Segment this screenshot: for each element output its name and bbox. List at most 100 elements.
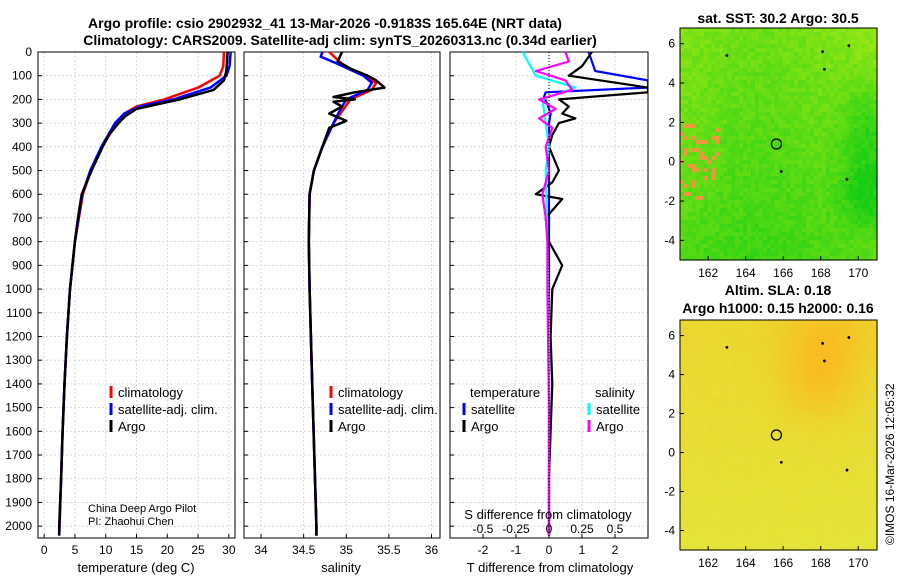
heatmap-cell [786, 355, 791, 361]
heatmap-cell [695, 156, 701, 161]
heatmap-cell [739, 240, 744, 245]
heatmap-cell [790, 44, 795, 49]
heatmap-cell [754, 140, 760, 145]
heatmap-cell [849, 327, 854, 333]
heatmap-cell [687, 399, 693, 404]
heatmap-cell [727, 44, 732, 49]
heatmap-cell [758, 100, 764, 105]
heatmap-cell [699, 347, 705, 353]
heatmap-cell [833, 327, 839, 333]
heatmap-cell [680, 136, 685, 141]
heatmap-cell [680, 427, 685, 432]
heatmap-cell [715, 96, 720, 101]
heatmap-cell [743, 355, 748, 361]
heatmap-cell [869, 68, 874, 73]
heatmap-cell [829, 220, 835, 225]
heatmap-cell [798, 327, 803, 333]
heatmap-cell [802, 132, 807, 137]
heatmap-cell [817, 128, 823, 133]
heatmap-cell [806, 458, 811, 464]
heatmap-cell [750, 96, 756, 101]
heatmap-cell [802, 347, 807, 353]
heatmap-cell [821, 180, 827, 185]
heatmap-cell [790, 450, 795, 456]
heatmap-cell [699, 391, 705, 396]
heatmap-cell [680, 415, 685, 420]
heatmap-cell [865, 244, 870, 249]
heatmap-cell [833, 391, 839, 396]
heatmap-cell [743, 363, 748, 369]
heatmap-cell [806, 438, 811, 444]
heatmap-cell [837, 351, 843, 357]
heatmap-cell [762, 80, 768, 85]
heatmap-cell [695, 442, 701, 448]
heatmap-cell [853, 36, 858, 41]
heatmap-cell [707, 379, 713, 385]
heatmap-cell [723, 347, 728, 353]
heatmap-cell [802, 442, 807, 448]
heatmap-cell [861, 160, 866, 165]
heatmap-cell [731, 395, 736, 400]
heatmap-cell [703, 359, 709, 365]
heatmap-cell [841, 112, 847, 117]
title-line2: Climatology: CARS2009. Satellite-adj cli… [83, 32, 597, 48]
heatmap-cell [833, 60, 839, 65]
heatmap-cell [711, 108, 717, 113]
heatmap-cell [774, 395, 780, 400]
heatmap-cell [691, 395, 697, 400]
heatmap-cell [821, 76, 827, 81]
heatmap-cell [861, 395, 866, 400]
heatmap-cell [746, 200, 752, 205]
heatmap-cell [680, 116, 685, 121]
heatmap-cell [735, 76, 740, 81]
heatmap-cell [758, 256, 764, 261]
heatmap-cell [833, 248, 839, 253]
heatmap-cell [711, 419, 717, 424]
heatmap-cell [778, 224, 784, 229]
heatmap-cell [873, 216, 878, 221]
heatmap-cell [739, 40, 744, 45]
heatmap-cell [861, 351, 866, 357]
heatmap-cell [802, 399, 807, 404]
heatmap-cell [750, 438, 756, 444]
heatmap-cell [739, 383, 744, 389]
heatmap-cell [833, 160, 839, 165]
heatmap-cell [841, 64, 847, 69]
heatmap-cell [683, 80, 689, 85]
heatmap-cell [786, 32, 791, 37]
heatmap-cell [739, 327, 744, 333]
heatmap-cell [727, 156, 732, 161]
heatmap-cell [687, 212, 693, 217]
heatmap-cell [821, 454, 827, 460]
heatmap-cell [790, 188, 795, 193]
heatmap-cell [715, 232, 720, 237]
heatmap-cell [735, 44, 740, 49]
heatmap-cell [873, 52, 878, 57]
heatmap-cell [691, 363, 697, 369]
heatmap-cell [845, 232, 851, 237]
heatmap-cell [825, 256, 831, 261]
heatmap-cell [841, 446, 847, 452]
heatmap-cell [810, 375, 815, 381]
heatmap-cell [739, 136, 744, 141]
heatmap-cell [723, 164, 728, 169]
heatmap-cell [691, 40, 697, 45]
heatmap-cell [707, 108, 713, 113]
heatmap-cell [691, 64, 697, 69]
heatmap-cell [680, 84, 685, 89]
heatmap-cell [865, 438, 870, 444]
heatmap-cell [802, 188, 807, 193]
heatmap-cell [853, 379, 858, 385]
heatmap-cell [853, 431, 858, 436]
heatmap-cell [794, 128, 799, 133]
heatmap-cell [857, 363, 862, 369]
heatmap-cell [739, 56, 744, 61]
heatmap-cell [758, 160, 764, 165]
heatmap-cell [841, 216, 847, 221]
heatmap-cell [825, 450, 831, 456]
heatmap-cell [750, 367, 756, 373]
y-tick-label: 1500 [5, 401, 32, 415]
heatmap-cell [770, 335, 776, 341]
heatmap-cell [762, 403, 768, 408]
heatmap-cell [794, 204, 799, 209]
